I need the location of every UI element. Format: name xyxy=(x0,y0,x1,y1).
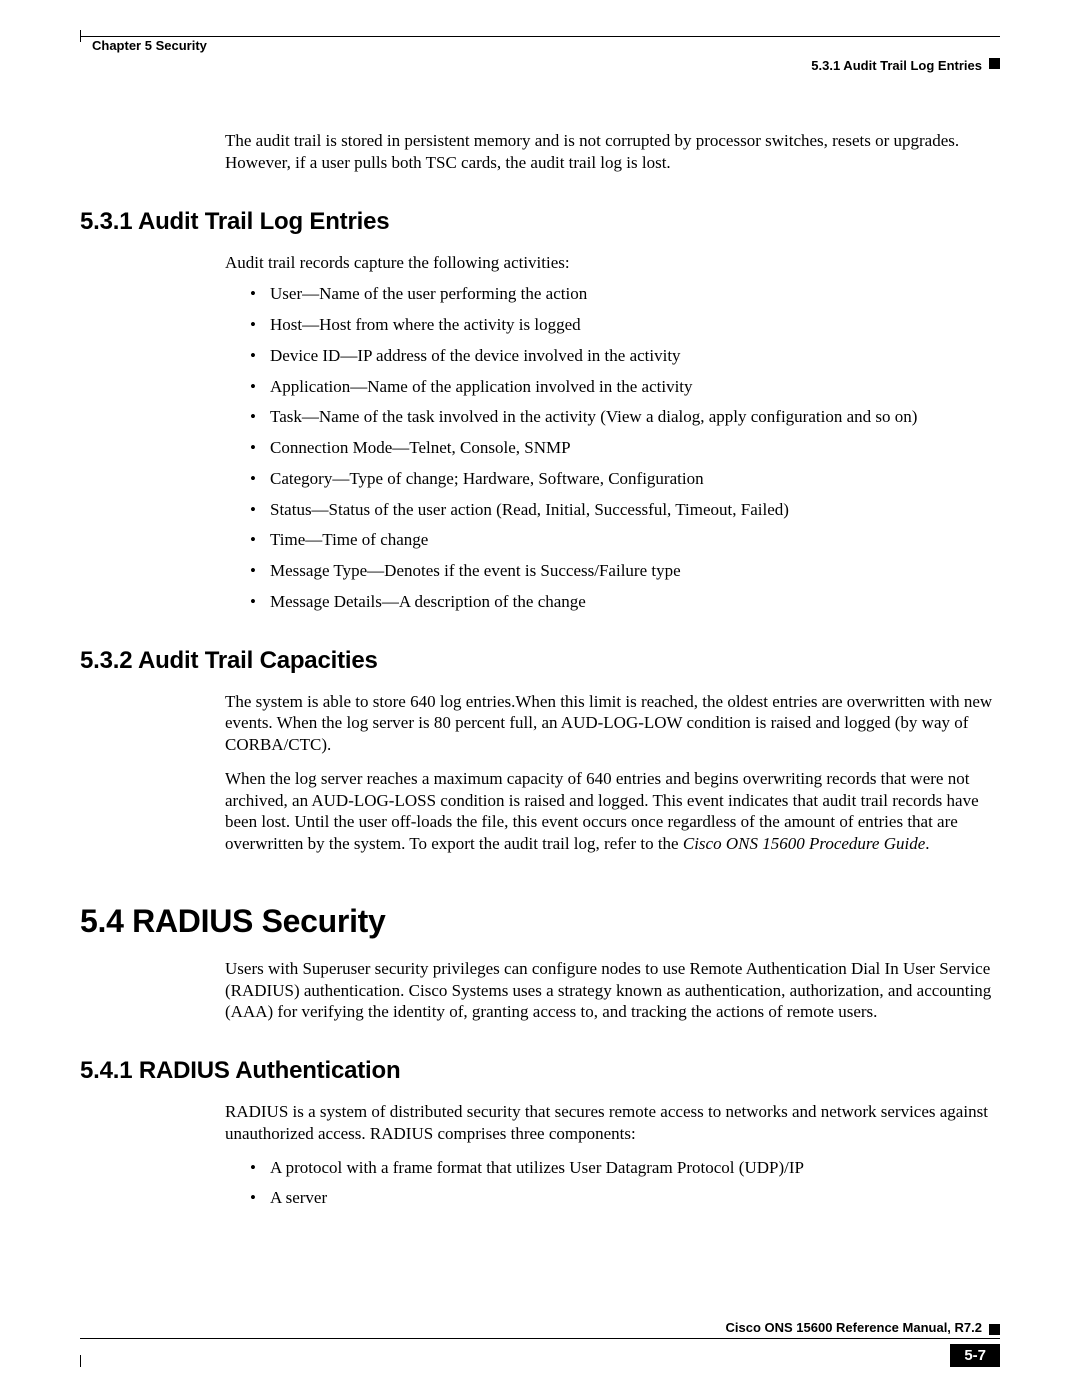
header-section: 5.3.1 Audit Trail Log Entries xyxy=(811,58,982,73)
heading-5-4-1: 5.4.1 RADIUS Authentication xyxy=(80,1057,1000,1085)
list-item: A server xyxy=(250,1187,1000,1209)
s532-p2: When the log server reaches a maximum ca… xyxy=(225,768,1000,855)
header-chapter: Chapter 5 Security xyxy=(92,38,207,53)
list-item: User—Name of the user performing the act… xyxy=(250,283,1000,305)
footer-square-icon xyxy=(989,1324,1000,1335)
s531-lead: Audit trail records capture the followin… xyxy=(225,252,1000,274)
list-item: Message Details—A description of the cha… xyxy=(250,591,1000,613)
header-square-icon xyxy=(989,58,1000,69)
heading-5-4: 5.4 RADIUS Security xyxy=(80,903,1000,940)
s532-p1: The system is able to store 640 log entr… xyxy=(225,691,1000,756)
list-item: Message Type—Denotes if the event is Suc… xyxy=(250,560,1000,582)
list-item: A protocol with a frame format that util… xyxy=(250,1157,1000,1179)
header-rule xyxy=(80,36,1000,37)
s532-p2c: . xyxy=(925,834,929,853)
list-item: Device ID—IP address of the device invol… xyxy=(250,345,1000,367)
list-item: Category—Type of change; Hardware, Softw… xyxy=(250,468,1000,490)
footer-tick xyxy=(80,1355,81,1367)
footer-manual: Cisco ONS 15600 Reference Manual, R7.2 xyxy=(725,1320,982,1335)
list-item: Connection Mode—Telnet, Console, SNMP xyxy=(250,437,1000,459)
heading-5-3-2: 5.3.2 Audit Trail Capacities xyxy=(80,647,1000,675)
list-item: Task—Name of the task involved in the ac… xyxy=(250,406,1000,428)
page-content: The audit trail is stored in persistent … xyxy=(80,130,1000,1221)
s541-list: A protocol with a frame format that util… xyxy=(250,1157,1000,1210)
s54-p1: Users with Superuser security privileges… xyxy=(225,958,1000,1023)
s531-list: User—Name of the user performing the act… xyxy=(250,283,1000,612)
footer-rule xyxy=(80,1338,1000,1339)
s532-p2-italic: Cisco ONS 15600 Procedure Guide xyxy=(683,834,925,853)
s541-p1: RADIUS is a system of distributed securi… xyxy=(225,1101,1000,1145)
list-item: Host—Host from where the activity is log… xyxy=(250,314,1000,336)
list-item: Application—Name of the application invo… xyxy=(250,376,1000,398)
list-item: Time—Time of change xyxy=(250,529,1000,551)
intro-paragraph: The audit trail is stored in persistent … xyxy=(225,130,1000,174)
heading-5-3-1: 5.3.1 Audit Trail Log Entries xyxy=(80,208,1000,236)
footer-page-number: 5-7 xyxy=(950,1344,1000,1367)
list-item: Status—Status of the user action (Read, … xyxy=(250,499,1000,521)
